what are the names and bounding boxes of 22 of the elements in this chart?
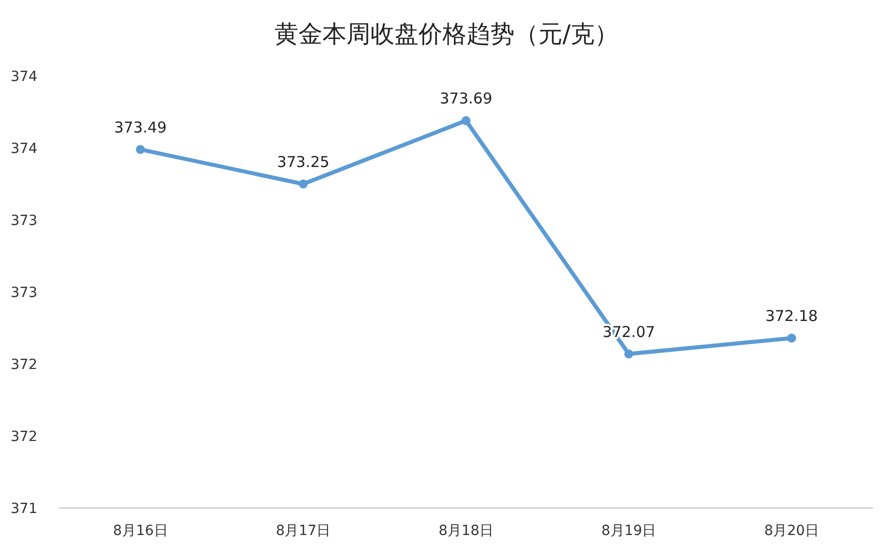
x-tick-label: 8月18日 xyxy=(438,523,494,539)
y-tick-label: 374 xyxy=(10,69,38,85)
data-label: 373.25 xyxy=(276,153,330,171)
x-tick-label: 8月17日 xyxy=(276,523,331,539)
point xyxy=(462,116,470,126)
y-tick-label: 372 xyxy=(10,429,38,445)
x-tick-label: 8月16日 xyxy=(113,523,168,539)
y-tick-label: 371 xyxy=(10,501,38,517)
data-label: 373.69 xyxy=(440,90,492,108)
point xyxy=(298,180,308,188)
x-tick-label: 8月20日 xyxy=(764,523,819,539)
point xyxy=(624,349,634,358)
data-label: 373.49 xyxy=(114,118,167,136)
y-tick-label: 373 xyxy=(10,213,38,229)
y-tick-label: 373 xyxy=(10,285,38,301)
data-label: 372.18 xyxy=(765,307,818,326)
point xyxy=(787,334,796,343)
y-tick-label: 372 xyxy=(10,357,38,373)
point xyxy=(136,144,145,154)
x-tick-label: 8月19日 xyxy=(601,523,656,539)
y-tick-label: 374 xyxy=(10,141,38,157)
chart-title: 黄金本周收盘价格趋势（元/克） xyxy=(274,20,619,48)
